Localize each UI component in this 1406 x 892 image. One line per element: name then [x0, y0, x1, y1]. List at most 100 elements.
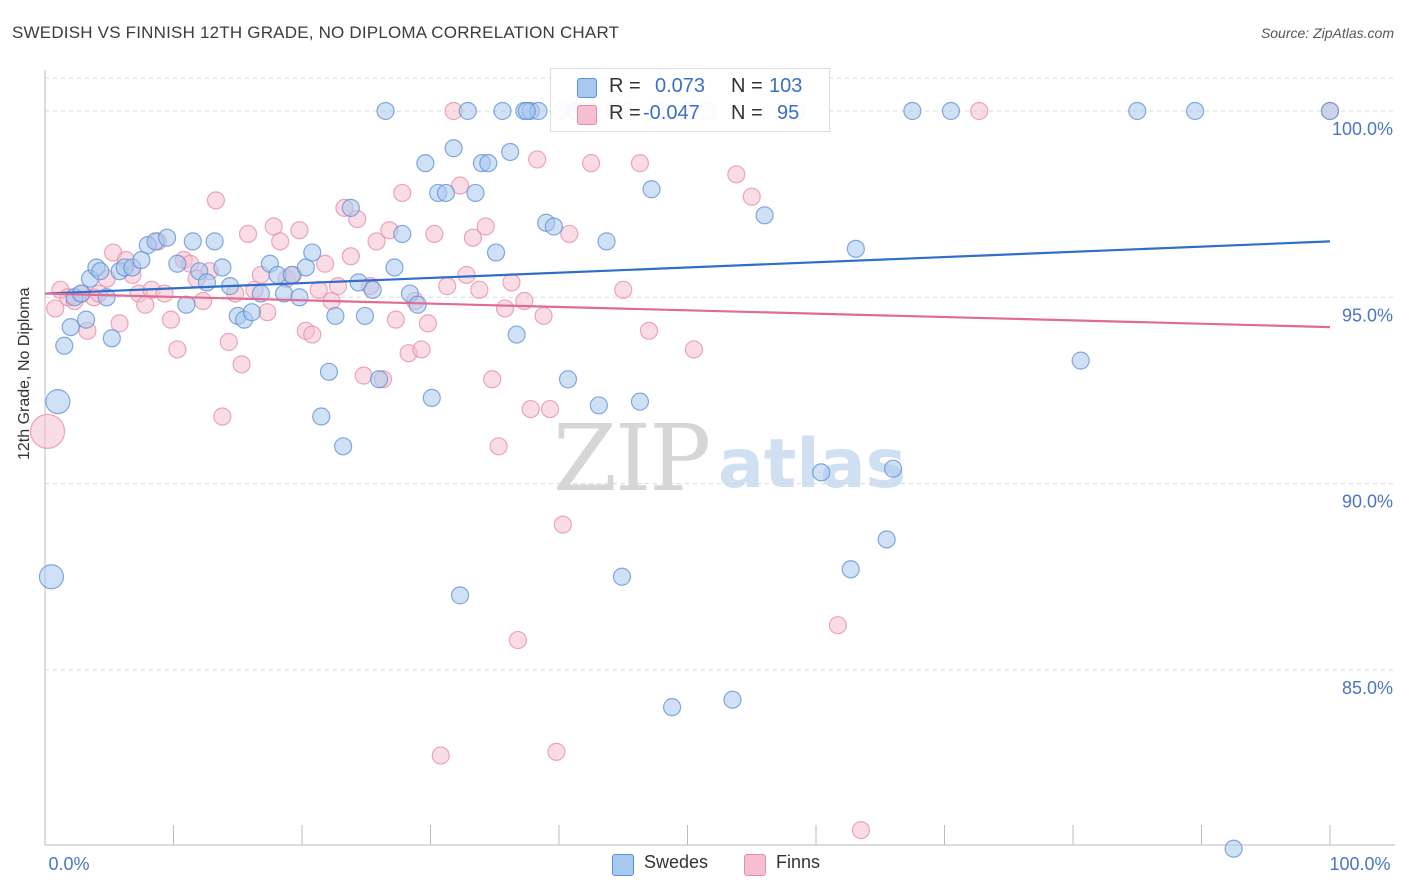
finns-point-92: [851, 820, 871, 840]
finns-point-81: [560, 224, 579, 244]
finns-point-30: [232, 355, 251, 374]
finns-point-79: [547, 742, 566, 761]
swedes-point-81: [630, 392, 650, 411]
swedes-point-95: [903, 101, 922, 121]
swedes-legend-swatch: [612, 854, 634, 876]
swedes-point-64: [501, 142, 520, 162]
swedes-point-98: [1128, 101, 1147, 121]
swedes-swatch: [577, 78, 597, 98]
swedes-point-63: [493, 101, 512, 121]
finns-point-26: [206, 191, 226, 210]
finns-point-85: [630, 154, 650, 173]
swedes-point-97: [1071, 351, 1090, 370]
finns-point-19: [161, 310, 181, 329]
finns-point-71: [495, 299, 515, 318]
finns-swatch: [577, 105, 597, 125]
swedes-point-42: [341, 198, 360, 217]
swedes-point-38: [312, 407, 331, 426]
x-tick-label-start: 0.0%: [48, 854, 89, 874]
watermark-zip: ZIP: [553, 405, 711, 512]
finns-point-24: [193, 291, 213, 311]
swedes-point-93: [877, 530, 896, 549]
swedes-point-37: [303, 243, 322, 262]
swedes-point-48: [385, 258, 404, 277]
swedes-point-20: [177, 295, 196, 314]
swedes-point-91: [841, 560, 860, 579]
swedes-point-62: [486, 243, 506, 262]
finns-point-91: [828, 616, 847, 635]
swedes-point-94: [883, 459, 903, 478]
finns-point-58: [412, 340, 431, 359]
swedes-point-90: [812, 463, 831, 482]
swedes-point-23: [197, 273, 217, 292]
finns-point-68: [476, 217, 495, 236]
finns-point-34: [258, 303, 277, 322]
swedes-point-39: [319, 362, 339, 381]
swedes-point-6: [77, 310, 96, 329]
finns-point-55: [393, 183, 412, 203]
swedes-n-label: N =: [731, 75, 763, 97]
finns-point-76: [528, 150, 547, 169]
finns-trend-line: [44, 292, 1331, 329]
swedes-point-49: [393, 224, 412, 244]
finns-legend-swatch: [744, 854, 766, 876]
finns-point-86: [639, 321, 659, 340]
swedes-point-72: [558, 370, 578, 389]
swedes-point-70: [544, 217, 563, 236]
finns-point-27: [213, 407, 232, 426]
finns-point-77: [534, 306, 553, 326]
finns-point-61: [431, 746, 450, 765]
finns-point-60: [425, 224, 444, 244]
finns-point-65: [457, 265, 476, 285]
finns-point-88: [727, 165, 746, 184]
swedes-point-55: [436, 183, 456, 203]
finns-legend-label: Finns: [776, 852, 821, 872]
swedes-legend-label: Swedes: [644, 852, 709, 872]
swedes-point-3: [61, 317, 80, 337]
watermark-atlas: atlas: [718, 425, 907, 504]
source-credit: Source: ZipAtlas.com: [1260, 25, 1394, 41]
swedes-point-51: [408, 295, 427, 314]
finns-n-value: 95: [777, 102, 800, 124]
finns-point-59: [418, 314, 438, 333]
swedes-point-2: [55, 336, 74, 355]
finns-point-83: [582, 154, 601, 173]
finns-point-67: [470, 280, 489, 299]
legend-row-finns: R = -0.047 N = 95: [551, 101, 829, 127]
swedes-point-65: [507, 325, 526, 344]
swedes-point-96: [941, 101, 961, 121]
swedes-point-82: [642, 180, 661, 199]
swedes-point-87: [723, 690, 742, 709]
swedes-point-76: [589, 396, 608, 415]
swedes-point-25: [213, 258, 232, 277]
finns-point-69: [483, 370, 502, 389]
finns-point-31: [238, 224, 258, 244]
swedes-point-84: [662, 698, 682, 717]
finns-point-54: [386, 310, 405, 329]
swedes-trend-line: [44, 240, 1331, 295]
correlation-legend: R = 0.073 N = 103 R = -0.047 N = 95: [550, 68, 830, 132]
swedes-point-10: [97, 288, 116, 307]
swedes-point-52: [416, 154, 435, 173]
finns-point-72: [502, 273, 521, 292]
swedes-r-value: 0.073: [655, 75, 706, 97]
finns-point-11: [110, 314, 129, 333]
swedes-point-88: [755, 206, 774, 225]
swedes-point-56: [444, 139, 463, 158]
finns-r-value: -0.047: [643, 102, 700, 124]
swedes-point-43: [349, 273, 368, 292]
finns-point-78: [540, 399, 560, 419]
finns-point-70: [489, 437, 508, 456]
swedes-point-45: [363, 280, 382, 299]
legend-row-swedes: R = 0.073 N = 103: [551, 74, 829, 100]
y-tick-label-2: 95.0%: [1342, 305, 1393, 325]
y-tick-label-1: 90.0%: [1342, 492, 1393, 512]
swedes-point-102: [517, 101, 536, 121]
y-tick-label-0: 85.0%: [1342, 678, 1393, 698]
finns-point-73: [508, 630, 527, 650]
swedes-point-21: [183, 232, 202, 251]
finns-point-49: [354, 366, 373, 385]
finns-point-84: [614, 280, 633, 299]
finns-point-93: [970, 101, 989, 121]
